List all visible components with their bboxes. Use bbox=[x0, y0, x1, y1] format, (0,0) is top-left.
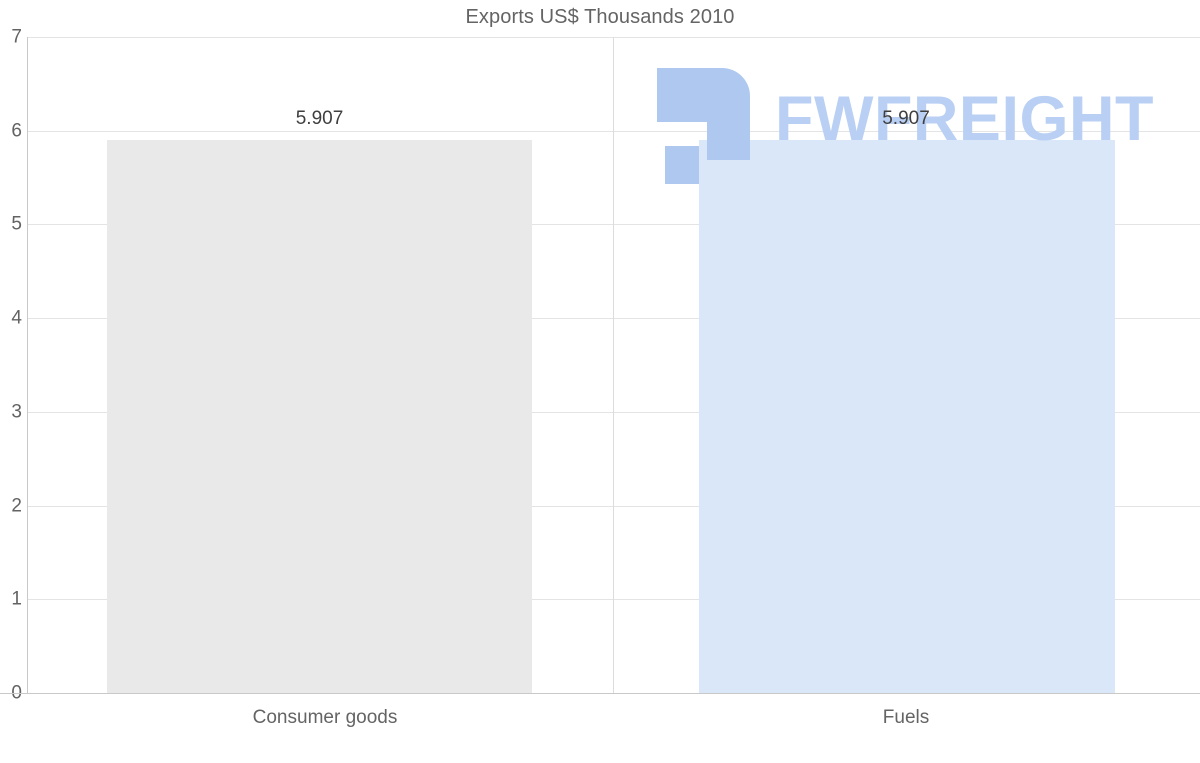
bar-label-fuels: 5.907 bbox=[882, 108, 930, 129]
y-tick-label-3: 3 bbox=[11, 401, 22, 423]
y-tick-label-6: 6 bbox=[11, 120, 22, 142]
y-tick-label-5: 5 bbox=[11, 213, 22, 235]
x-axis-line bbox=[0, 693, 1200, 694]
bar-consumer-goods[interactable] bbox=[107, 139, 532, 693]
gridline-category-divider bbox=[613, 37, 614, 693]
y-tick-label-1: 1 bbox=[11, 588, 22, 610]
chart-title: Exports US$ Thousands 2010 bbox=[465, 6, 735, 28]
x-label-fuels: Fuels bbox=[882, 707, 930, 728]
bar-fuels[interactable] bbox=[699, 139, 1115, 693]
bar-label-consumer-goods: 5.907 bbox=[295, 108, 344, 129]
y-tick-label-7: 7 bbox=[11, 26, 22, 48]
y-tick-label-2: 2 bbox=[11, 495, 22, 517]
plot-area bbox=[27, 37, 1200, 693]
y-axis-tick-labels: 7 6 5 4 3 2 1 0 bbox=[0, 0, 22, 763]
y-axis-line bbox=[27, 37, 28, 694]
y-tick-label-4: 4 bbox=[11, 307, 22, 329]
x-label-consumer-goods: Consumer goods bbox=[252, 707, 398, 728]
